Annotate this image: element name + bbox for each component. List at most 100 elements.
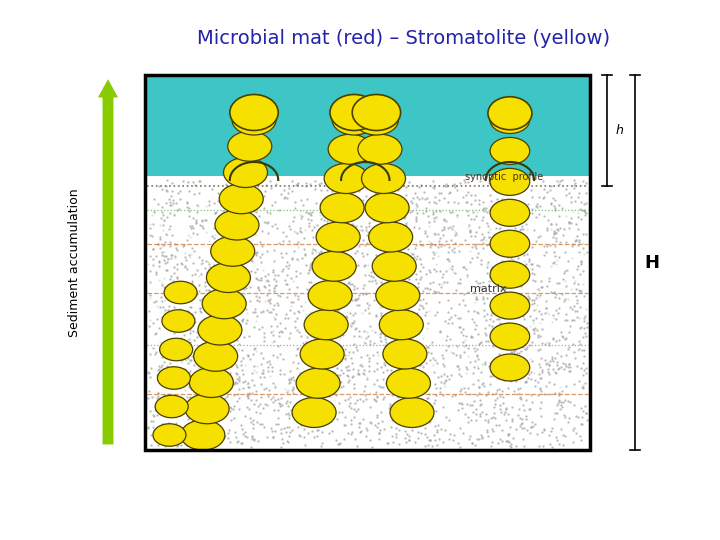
Point [393, 351, 405, 360]
Point [159, 442, 171, 450]
Point [154, 338, 166, 347]
Point [484, 179, 495, 187]
Point [550, 220, 562, 228]
Point [548, 259, 559, 267]
Point [249, 344, 261, 353]
Point [148, 411, 160, 420]
Point [308, 411, 320, 420]
Point [405, 295, 416, 303]
Point [210, 369, 222, 378]
Point [158, 241, 170, 249]
Point [336, 269, 348, 278]
Point [534, 232, 546, 240]
Point [229, 350, 240, 359]
Point [381, 366, 392, 374]
Point [357, 204, 369, 212]
Point [274, 349, 286, 358]
Point [168, 268, 180, 277]
Point [199, 282, 211, 291]
Point [413, 329, 424, 338]
Point [515, 208, 526, 217]
Point [553, 180, 564, 188]
Point [341, 294, 352, 302]
Point [269, 286, 281, 294]
Point [577, 407, 588, 416]
Point [291, 179, 302, 188]
Point [367, 272, 379, 281]
Point [246, 256, 257, 265]
Point [523, 209, 534, 218]
Point [274, 206, 285, 215]
Point [148, 260, 159, 269]
Point [412, 309, 423, 318]
Point [293, 292, 305, 300]
Point [397, 305, 409, 314]
Point [190, 393, 202, 402]
Point [503, 185, 515, 194]
Point [199, 215, 210, 224]
Point [267, 326, 279, 335]
Point [342, 253, 354, 262]
Point [520, 415, 531, 423]
Point [413, 183, 425, 191]
Point [330, 222, 341, 231]
Point [510, 300, 522, 308]
Point [224, 188, 235, 197]
Point [312, 319, 323, 328]
Point [410, 437, 421, 446]
Point [422, 319, 433, 327]
Point [534, 201, 546, 210]
Point [217, 384, 229, 393]
Point [269, 312, 280, 321]
Point [376, 216, 387, 225]
Point [202, 347, 214, 355]
Point [420, 207, 432, 215]
Point [279, 323, 291, 332]
Point [554, 336, 565, 345]
Point [398, 308, 410, 316]
Point [149, 433, 161, 441]
Point [459, 289, 470, 298]
Point [309, 319, 320, 327]
Point [215, 285, 227, 294]
Point [197, 340, 208, 349]
Point [291, 364, 302, 373]
Point [545, 181, 557, 190]
Point [159, 391, 171, 400]
Point [319, 269, 330, 278]
Point [557, 431, 569, 440]
Point [153, 362, 165, 370]
Point [404, 292, 415, 301]
Point [308, 222, 320, 231]
Point [567, 254, 578, 262]
Point [287, 254, 298, 263]
Point [144, 407, 156, 415]
Point [517, 343, 528, 352]
Point [292, 344, 304, 353]
Point [377, 395, 389, 403]
Point [505, 347, 517, 356]
Point [268, 274, 279, 283]
Point [251, 248, 262, 256]
Point [357, 236, 369, 245]
Point [469, 357, 481, 366]
Point [403, 232, 415, 240]
Point [414, 254, 426, 263]
Ellipse shape [490, 138, 530, 165]
Point [412, 279, 423, 287]
Point [143, 394, 154, 403]
Point [343, 366, 355, 374]
Point [500, 276, 512, 285]
Point [399, 212, 410, 221]
Point [258, 336, 270, 345]
Point [159, 296, 171, 305]
Point [307, 245, 319, 253]
Point [229, 427, 240, 436]
Point [228, 390, 240, 399]
Point [199, 348, 211, 356]
Point [295, 302, 307, 310]
Point [332, 183, 343, 192]
Point [395, 267, 406, 276]
Point [310, 315, 321, 323]
Point [453, 247, 464, 255]
